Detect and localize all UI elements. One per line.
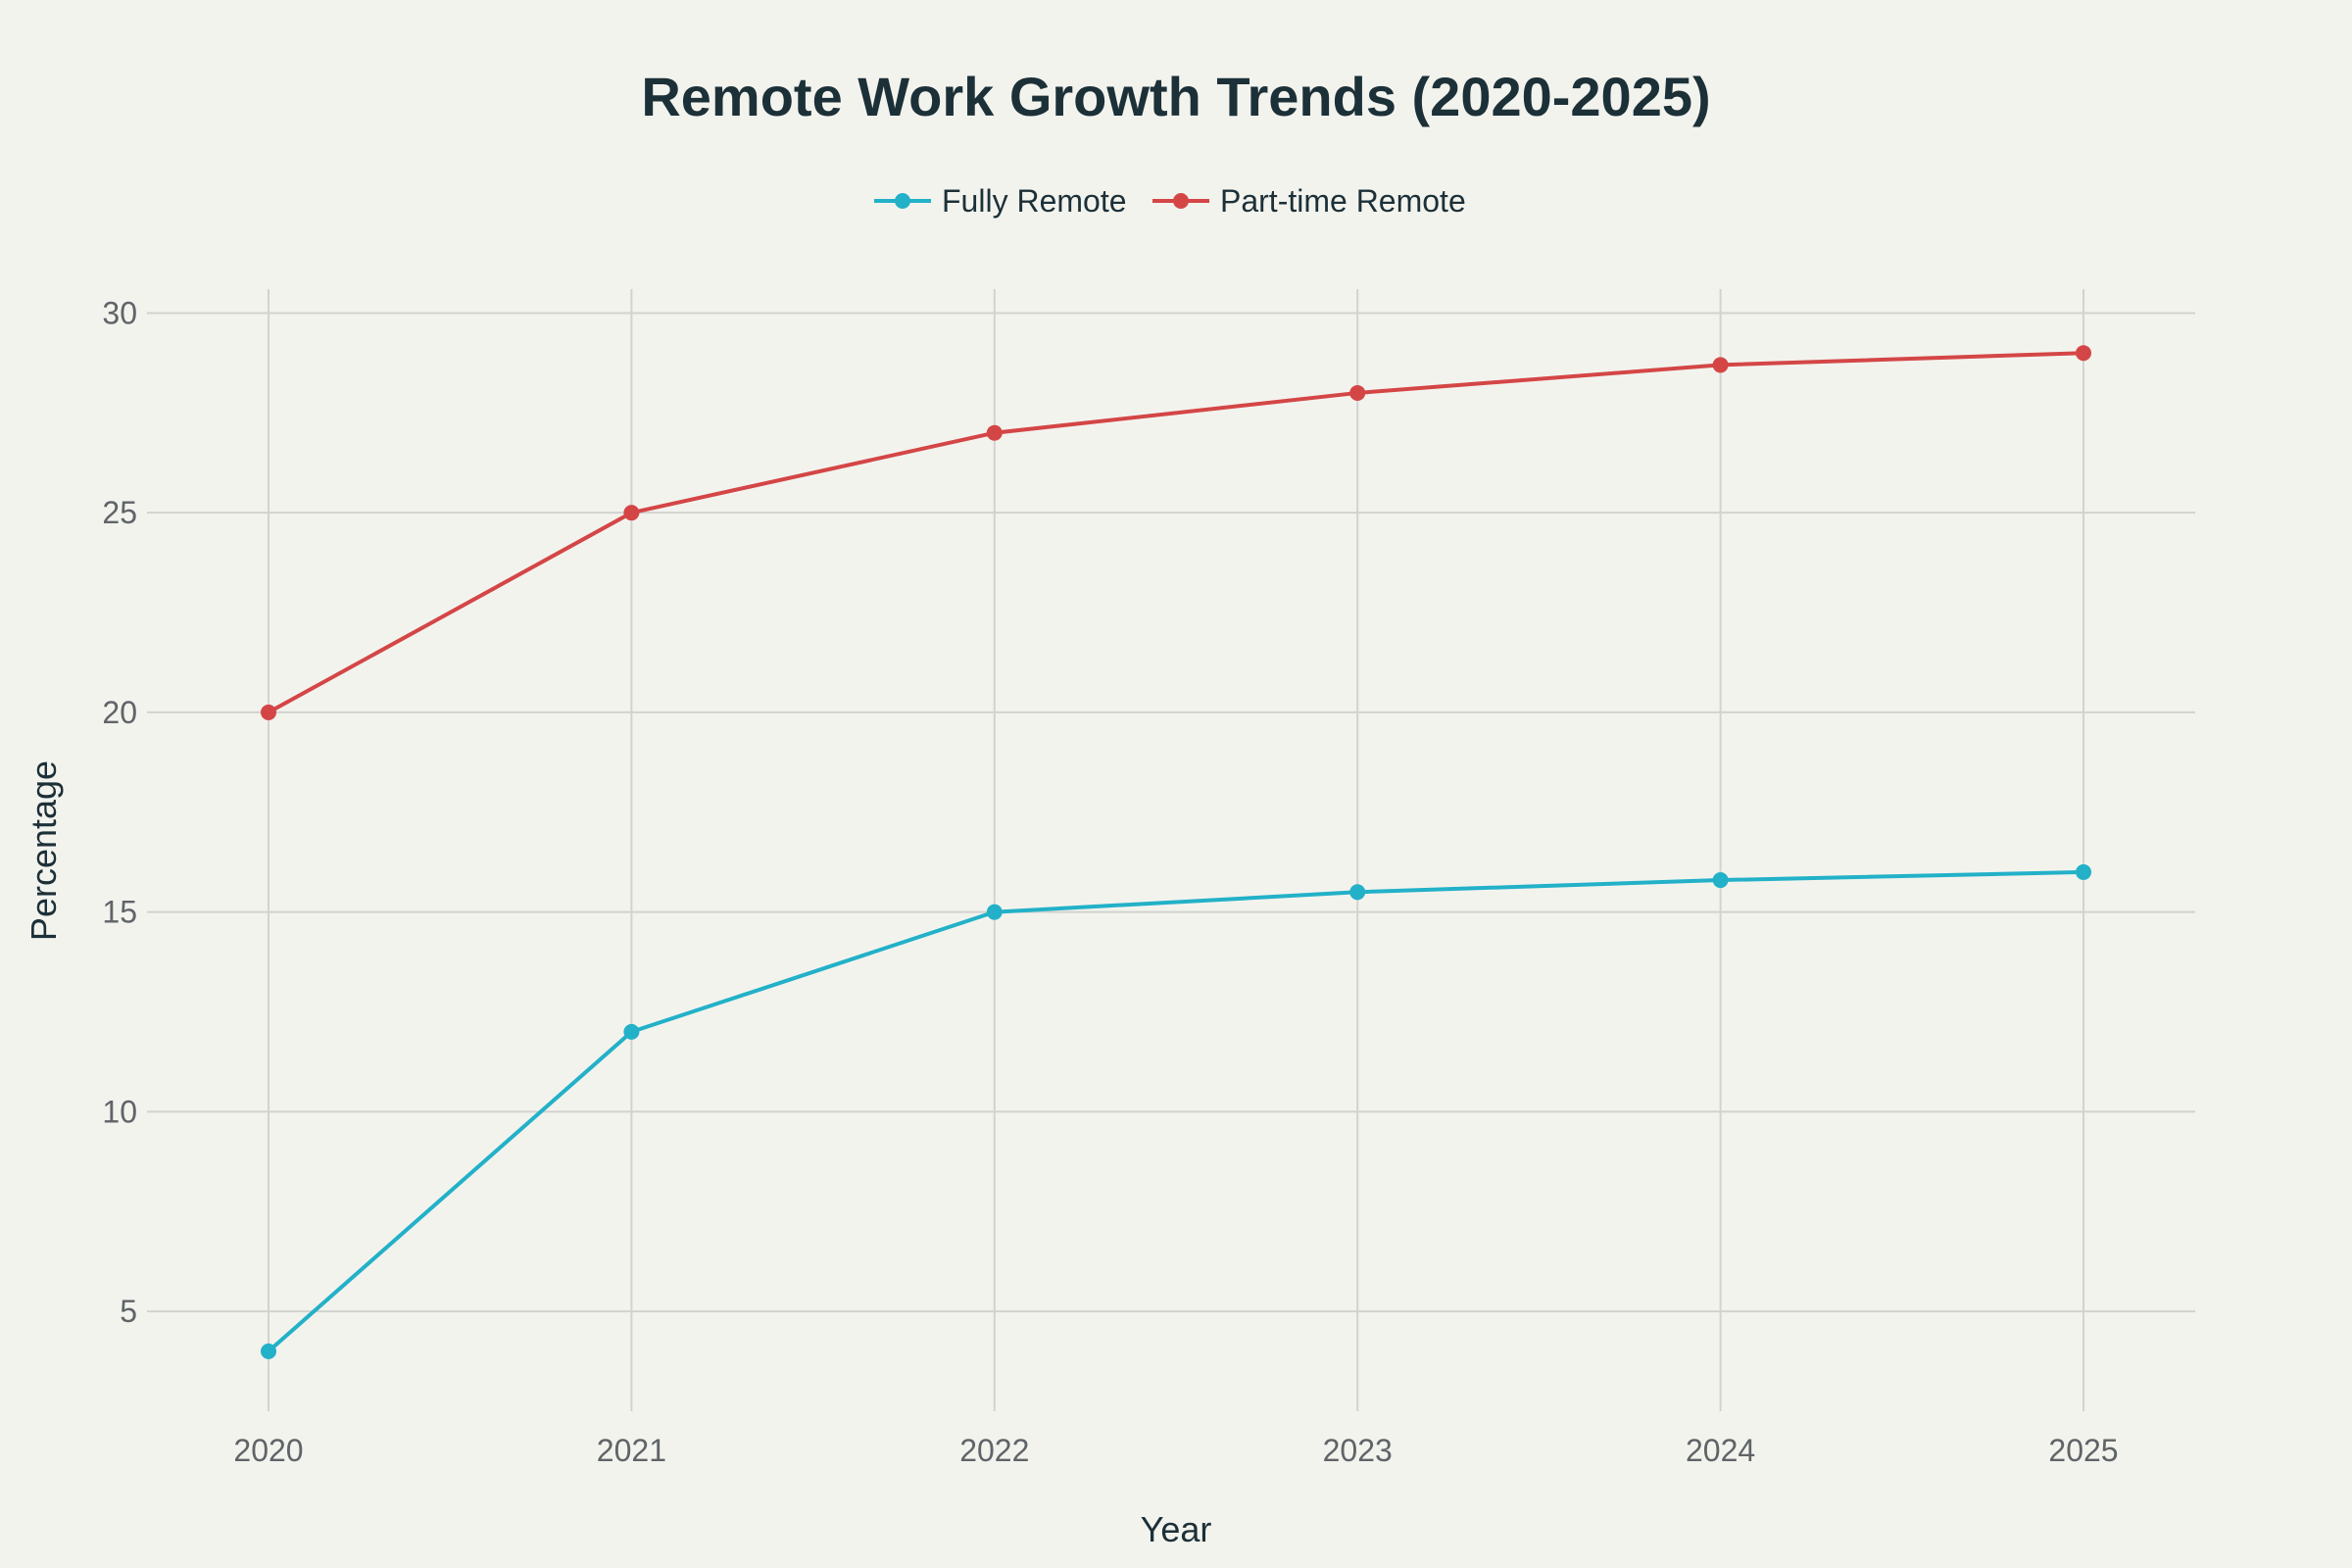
grid <box>147 289 2195 1411</box>
x-tick-label: 2022 <box>959 1433 1029 1468</box>
legend-marker-fully-remote <box>895 193 910 209</box>
x-tick-label: 2025 <box>2048 1433 2118 1468</box>
y-tick-label: 25 <box>102 495 137 530</box>
x-tick-label: 2020 <box>233 1433 303 1468</box>
fully-remote-line <box>267 869 2085 1353</box>
chart-title: Remote Work Growth Trends (2020-2025) <box>641 66 1710 127</box>
series-layer <box>261 345 2091 1359</box>
legend-label: Part-time Remote <box>1220 183 1466 219</box>
part-time-remote-line <box>267 351 2085 714</box>
x-axis-title: Year <box>1141 1509 1212 1549</box>
part-time-remote-point <box>1712 357 1729 373</box>
legend-marker-part-time-remote <box>1173 193 1189 209</box>
fully-remote-point <box>986 904 1003 920</box>
part-time-remote-point <box>623 505 640 521</box>
fully-remote-point <box>2076 863 2091 880</box>
legend-label: Fully Remote <box>942 183 1127 219</box>
legend: Fully Remote Part-time Remote <box>874 183 1466 219</box>
legend-item-part-time-remote: Part-time Remote <box>1152 183 1466 219</box>
x-axis-ticks: 2020 2021 2022 2023 2024 2025 <box>233 1433 2118 1468</box>
legend-item-fully-remote: Fully Remote <box>874 183 1127 219</box>
y-tick-label: 5 <box>120 1294 137 1329</box>
part-time-remote-point <box>261 704 276 720</box>
y-tick-label: 15 <box>102 895 137 930</box>
y-tick-label: 20 <box>102 695 137 730</box>
fully-remote-point <box>1349 884 1366 901</box>
x-tick-label: 2023 <box>1323 1433 1393 1468</box>
y-axis-ticks: 5 10 15 20 25 30 <box>102 295 137 1329</box>
x-tick-label: 2024 <box>1686 1433 1755 1468</box>
y-axis-title: Percentage <box>24 760 64 941</box>
x-tick-label: 2021 <box>597 1433 666 1468</box>
fully-remote-point <box>623 1023 640 1040</box>
part-time-remote-point <box>1349 384 1366 401</box>
part-time-remote-point <box>2076 345 2091 362</box>
part-time-remote-point <box>986 424 1003 441</box>
fully-remote-point <box>1712 872 1729 889</box>
fully-remote-point <box>261 1343 276 1359</box>
y-tick-label: 30 <box>102 295 137 330</box>
y-tick-label: 10 <box>102 1094 137 1129</box>
